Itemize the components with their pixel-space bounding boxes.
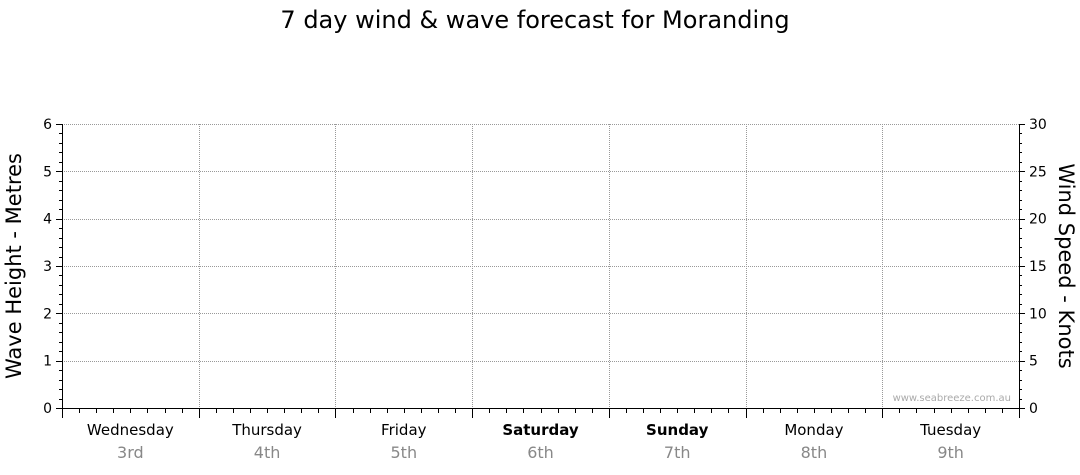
tick-labels: 0 1 2 3 4 5 6 0 5 10 15 20 25 30 — [43, 117, 1047, 417]
chart-title: 7 day wind & wave forecast for Moranding — [280, 6, 789, 34]
day-name-label: Tuesday — [919, 421, 981, 439]
right-tick-label: 10 — [1029, 306, 1047, 322]
day-name-label: Saturday — [502, 421, 579, 439]
day-date-label: 9th — [937, 443, 964, 462]
left-tick-label: 6 — [43, 117, 52, 133]
day-date-label: 6th — [527, 443, 554, 462]
right-tick-label: 20 — [1029, 212, 1047, 228]
right-axis-title: Wind Speed - Knots — [1054, 163, 1078, 368]
right-tick-label: 15 — [1029, 259, 1047, 275]
day-date-label: 7th — [664, 443, 691, 462]
left-tick-label: 5 — [43, 164, 52, 180]
day-name-label: Friday — [381, 421, 427, 439]
day-date-label: 5th — [390, 443, 417, 462]
right-tick-label: 30 — [1029, 117, 1047, 133]
left-axis-title: Wave Height - Metres — [2, 153, 26, 379]
right-tick-label: 5 — [1029, 354, 1038, 370]
left-tick-label: 2 — [43, 306, 52, 322]
day-labels: Wednesday 3rd Thursday 4th Friday 5th Saturday… — [87, 421, 981, 462]
left-tick-label: 3 — [43, 259, 52, 275]
day-name-label: Sunday — [646, 421, 709, 439]
watermark-text: www.seabreeze.com.au — [893, 393, 1011, 404]
right-tick-label: 0 — [1029, 401, 1038, 417]
day-name-label: Wednesday — [87, 421, 174, 439]
right-tick-label: 25 — [1029, 164, 1047, 180]
left-tick-label: 4 — [43, 212, 52, 228]
day-name-label: Monday — [784, 421, 843, 439]
day-name-label: Thursday — [231, 421, 302, 439]
gridlines — [62, 124, 1019, 408]
day-date-label: 3rd — [117, 443, 144, 462]
left-tick-label: 1 — [43, 354, 52, 370]
day-date-label: 8th — [801, 443, 828, 462]
day-date-label: 4th — [254, 443, 281, 462]
axes — [56, 124, 1025, 418]
left-tick-label: 0 — [43, 401, 52, 417]
